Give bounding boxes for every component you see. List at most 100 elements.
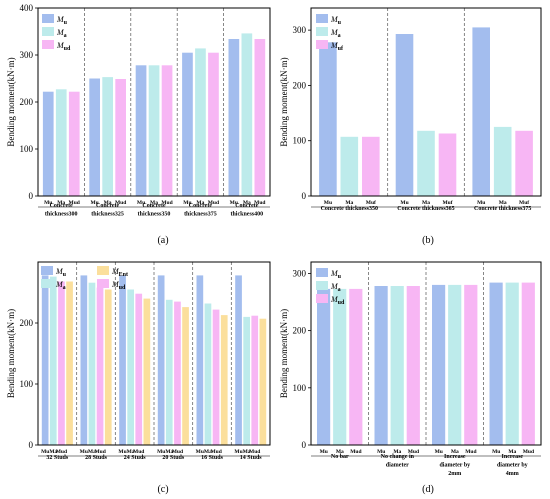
bar-concrete-thickness300-ma	[55, 89, 67, 196]
category-label: 28 Studs	[85, 455, 108, 461]
bar-concrete-thickness400-mud	[254, 39, 266, 196]
x-tick-label: Ma	[204, 449, 212, 455]
bar-increase-diameter-by-2mm-ma	[448, 284, 462, 445]
x-tick-label: Mud	[465, 449, 476, 455]
bar-no-bar-mu	[317, 288, 331, 445]
x-tick-label: Mud	[94, 449, 105, 455]
legend-swatch-mud	[316, 40, 328, 49]
category-label: 32 Studs	[46, 455, 69, 461]
legend-swatch-mud	[316, 294, 328, 303]
x-tick-label: Mu	[118, 449, 126, 455]
y-tick-label: 0	[302, 440, 307, 450]
y-tick-label: 200	[20, 318, 34, 328]
x-tick-label: Mu	[196, 449, 204, 455]
legend-swatch-mu	[42, 14, 54, 23]
bar-concrete-thickness375-ma	[195, 48, 206, 197]
y-tick-label: 100	[293, 383, 307, 393]
bar-no-change-in-diameter-mud	[406, 286, 420, 445]
category-label: thickness400	[230, 212, 263, 218]
legend-swatch-mu	[41, 266, 53, 275]
bar-14-studs-ment	[259, 318, 267, 445]
x-tick-label: Ma	[393, 449, 401, 455]
x-tick-label: Mud	[210, 449, 221, 455]
bar-concrete-thickness300-mu	[42, 91, 54, 196]
legend-label-mu: Mu	[55, 267, 67, 278]
category-label: Concrete	[235, 203, 259, 209]
bar-32-studs-mu	[41, 275, 49, 445]
bar-no-change-in-diameter-mu	[374, 286, 388, 445]
y-axis-label: Bending moment(kN·m)	[279, 309, 289, 398]
bar-concrete-thickness350-ma	[148, 65, 160, 196]
bar-20-studs-ment	[182, 307, 189, 445]
category-label: Concrete thickness350	[321, 206, 378, 212]
x-tick-label: Ma	[165, 449, 173, 455]
legend-label-ma: Ma	[55, 280, 66, 291]
x-tick-label: Mud	[408, 449, 419, 455]
legend-label-mu: Mu	[56, 15, 68, 26]
category-label: diameter by	[497, 463, 528, 469]
legend-label-mud: Muf	[330, 41, 344, 52]
category-label: Increase	[444, 454, 466, 460]
legend-label-mud: Mud	[56, 41, 71, 52]
category-label: 14 Studs	[240, 455, 263, 461]
x-tick-label: Ma	[150, 200, 158, 206]
bar-16-studs-ment	[220, 315, 228, 445]
bar-concrete-thickness400-mu	[228, 39, 240, 196]
bar-increase-diameter-by-4mm-mu	[489, 282, 503, 445]
bar-concrete-thickness365-mud	[438, 133, 457, 196]
x-tick-label: Ma	[345, 200, 353, 206]
panel-caption: (a)	[157, 235, 168, 246]
x-tick-label: Mu	[90, 200, 98, 206]
category-label: diameter	[386, 463, 409, 469]
category-label: Concrete	[96, 203, 120, 209]
x-tick-label: Ma	[499, 200, 507, 206]
bar-14-studs-mu	[235, 275, 242, 445]
y-tick-label: 0	[29, 440, 34, 450]
bar-24-studs-ma	[127, 289, 134, 445]
y-tick-label: 300	[20, 50, 34, 60]
bar-28-studs-ment	[104, 289, 112, 445]
x-tick-label: Mu	[435, 449, 443, 455]
bar-concrete-thickness375-mu	[182, 52, 193, 197]
legend-swatch-ma	[41, 279, 53, 288]
bar-concrete-thickness350-mu	[135, 65, 147, 196]
legend-swatch-ment	[97, 266, 109, 275]
category-label: Concrete thickness375	[474, 206, 531, 212]
bar-concrete-thickness400-ma	[241, 33, 253, 197]
bar-increase-diameter-by-4mm-ma	[505, 282, 519, 445]
bar-14-studs-ma	[243, 316, 250, 445]
bar-concrete-thickness300-mud	[68, 91, 80, 196]
legend-swatch-mud	[97, 279, 109, 288]
category-label: Concrete thickness365	[397, 206, 454, 212]
bar-concrete-thickness350-mu	[319, 42, 337, 196]
category-label: Concrete	[50, 203, 74, 209]
x-tick-label: Mud	[254, 200, 265, 206]
bar-increase-diameter-by-4mm-mud	[521, 282, 535, 445]
x-tick-label: Mud	[115, 200, 126, 206]
x-tick-label: Mud	[249, 449, 260, 455]
y-axis-label: Bending moment(kN·m)	[279, 57, 289, 146]
bar-32-studs-ment	[66, 281, 73, 445]
x-tick-label: Mud	[161, 200, 172, 206]
y-tick-label: 200	[293, 80, 307, 90]
legend-swatch-mu	[316, 14, 328, 23]
x-tick-label: Mu	[320, 449, 328, 455]
x-tick-label: Ma	[88, 449, 96, 455]
y-axis-label: Bending moment(kN·m)	[6, 57, 16, 146]
category-label: 24 Studs	[124, 455, 147, 461]
legend-swatch-mu	[316, 268, 328, 277]
category-label: thickness375	[184, 212, 217, 218]
legend-swatch-ma	[316, 281, 328, 290]
x-tick-label: Muf	[442, 200, 452, 206]
bar-28-studs-mu	[80, 275, 88, 445]
bar-concrete-thickness375-ma	[493, 126, 512, 196]
bar-14-studs-mud	[251, 315, 259, 445]
x-tick-label: Ma	[49, 449, 57, 455]
bar-20-studs-ma	[165, 299, 173, 445]
category-label: Concrete	[189, 203, 213, 209]
x-tick-label: Ma	[57, 200, 65, 206]
legend-swatch-ma	[42, 27, 54, 36]
panel-caption: (b)	[422, 235, 434, 246]
